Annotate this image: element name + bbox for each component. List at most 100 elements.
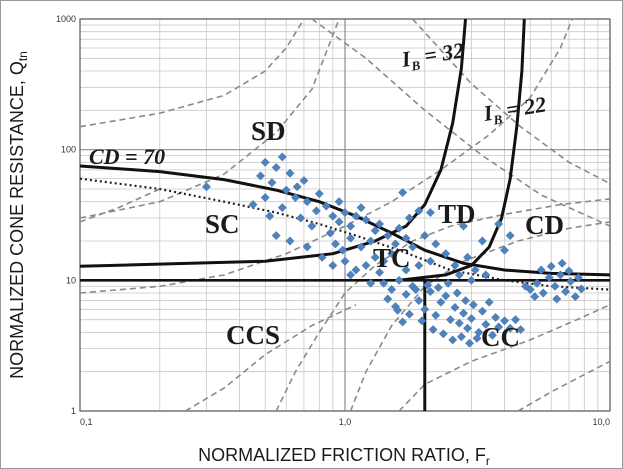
zone-label-sd: SD (251, 116, 286, 146)
dashed-boundary (311, 18, 611, 227)
data-point (404, 213, 414, 223)
data-point (459, 221, 468, 231)
data-point (379, 256, 389, 266)
data-point (445, 315, 455, 325)
data-point (433, 283, 443, 293)
ib22-curve (398, 18, 526, 282)
data-point (285, 168, 295, 178)
data-point (307, 221, 317, 231)
data-point (248, 200, 258, 210)
data-point (481, 319, 491, 329)
data-point (296, 213, 306, 223)
y-tick-label: 1000 (56, 14, 76, 24)
data-point (425, 208, 435, 218)
data-point (398, 188, 408, 197)
x-tick-label: 1,0 (339, 417, 352, 427)
data-point (277, 152, 287, 162)
data-point (408, 242, 418, 252)
dashed-boundary (398, 304, 611, 412)
data-point (463, 252, 473, 262)
data-point (552, 294, 562, 304)
data-point (299, 176, 309, 186)
data-point (500, 316, 510, 326)
data-point (383, 294, 393, 304)
data-point (351, 265, 361, 275)
data-point (265, 211, 275, 221)
data-point (441, 249, 451, 259)
data-point (366, 236, 376, 246)
data-point (414, 296, 424, 306)
data-point (423, 280, 433, 290)
data-point (281, 185, 291, 195)
curve-label-cd70: CD = 70 (89, 144, 165, 169)
data-point (468, 300, 478, 310)
data-point (393, 305, 403, 315)
data-point (420, 231, 430, 241)
data-point (450, 302, 460, 312)
data-point (576, 284, 586, 294)
data-point (546, 261, 556, 271)
data-point (472, 333, 482, 343)
dashed-boundary (412, 18, 611, 185)
data-point (394, 223, 404, 233)
data-point (516, 325, 526, 335)
data-point (256, 171, 266, 181)
y-axis-label: NORMALIZED CONE RESISTANCE, Qtn (7, 51, 30, 379)
data-point (346, 270, 356, 280)
data-point (550, 281, 560, 291)
data-point (477, 236, 487, 246)
data-point (573, 273, 583, 283)
data-point (351, 211, 361, 221)
data-point (431, 239, 441, 249)
data-point (417, 316, 427, 326)
data-point (436, 297, 446, 307)
data-point (346, 221, 356, 231)
data-point (340, 256, 350, 266)
data-point (428, 325, 438, 335)
data-point (570, 292, 580, 302)
zone-label-cd: CD (525, 210, 564, 240)
zone-label-ccs: CCS (226, 320, 280, 350)
data-points (201, 152, 586, 348)
data-point (438, 329, 448, 339)
data-point (463, 323, 473, 333)
data-point (544, 273, 554, 283)
data-point (387, 285, 397, 295)
data-point (561, 287, 571, 297)
cd70-curve (79, 164, 611, 277)
data-point (532, 278, 542, 288)
data-point (370, 252, 380, 262)
data-point (328, 260, 338, 270)
data-point (356, 242, 366, 252)
data-point (311, 206, 321, 216)
data-point (330, 239, 340, 249)
data-point (420, 304, 430, 314)
y-tick-label: 1 (71, 406, 76, 416)
data-point (201, 182, 211, 192)
dashed-boundary (79, 18, 573, 294)
data-point (267, 178, 277, 188)
zone-label-sc: SC (205, 209, 240, 239)
zone-label-td: TD (438, 199, 476, 229)
data-point (394, 275, 404, 285)
data-point (361, 260, 371, 270)
data-point (443, 278, 453, 288)
data-point (505, 323, 515, 333)
data-point (356, 203, 366, 213)
y-tick-label: 100 (61, 145, 76, 155)
data-point (390, 239, 400, 249)
data-point (536, 265, 546, 275)
data-point (338, 245, 348, 255)
dashed-boundary (79, 188, 161, 223)
data-point (521, 281, 531, 291)
dashed-boundary (79, 18, 305, 128)
data-point (379, 278, 389, 288)
data-point (564, 266, 574, 276)
data-point (450, 260, 460, 270)
data-point (387, 249, 397, 259)
data-point (375, 267, 385, 277)
data-point (401, 289, 411, 299)
dashed-boundary (517, 360, 611, 412)
tick-labels: 0,1 1,0 10,0 1 10 100 1000 (56, 14, 610, 427)
